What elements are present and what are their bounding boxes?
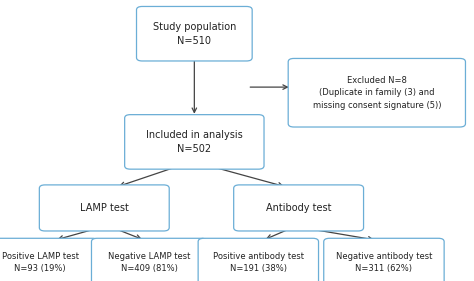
FancyBboxPatch shape <box>91 238 207 281</box>
FancyBboxPatch shape <box>137 6 252 61</box>
Text: Negative LAMP test
N=409 (81%): Negative LAMP test N=409 (81%) <box>108 252 191 273</box>
Text: Positive antibody test
N=191 (38%): Positive antibody test N=191 (38%) <box>213 252 304 273</box>
Text: Negative antibody test
N=311 (62%): Negative antibody test N=311 (62%) <box>336 252 432 273</box>
Text: Excluded N=8
(Duplicate in family (3) and
missing consent signature (5)): Excluded N=8 (Duplicate in family (3) an… <box>312 76 441 110</box>
FancyBboxPatch shape <box>125 115 264 169</box>
FancyBboxPatch shape <box>288 58 465 127</box>
Text: Positive LAMP test
N=93 (19%): Positive LAMP test N=93 (19%) <box>2 252 79 273</box>
FancyBboxPatch shape <box>324 238 444 281</box>
FancyBboxPatch shape <box>39 185 169 231</box>
Text: Included in analysis
N=502: Included in analysis N=502 <box>146 130 243 154</box>
Text: LAMP test: LAMP test <box>80 203 129 213</box>
FancyBboxPatch shape <box>198 238 319 281</box>
FancyBboxPatch shape <box>234 185 364 231</box>
Text: Study population
N=510: Study population N=510 <box>153 22 236 46</box>
FancyBboxPatch shape <box>0 238 98 281</box>
Text: Antibody test: Antibody test <box>266 203 331 213</box>
